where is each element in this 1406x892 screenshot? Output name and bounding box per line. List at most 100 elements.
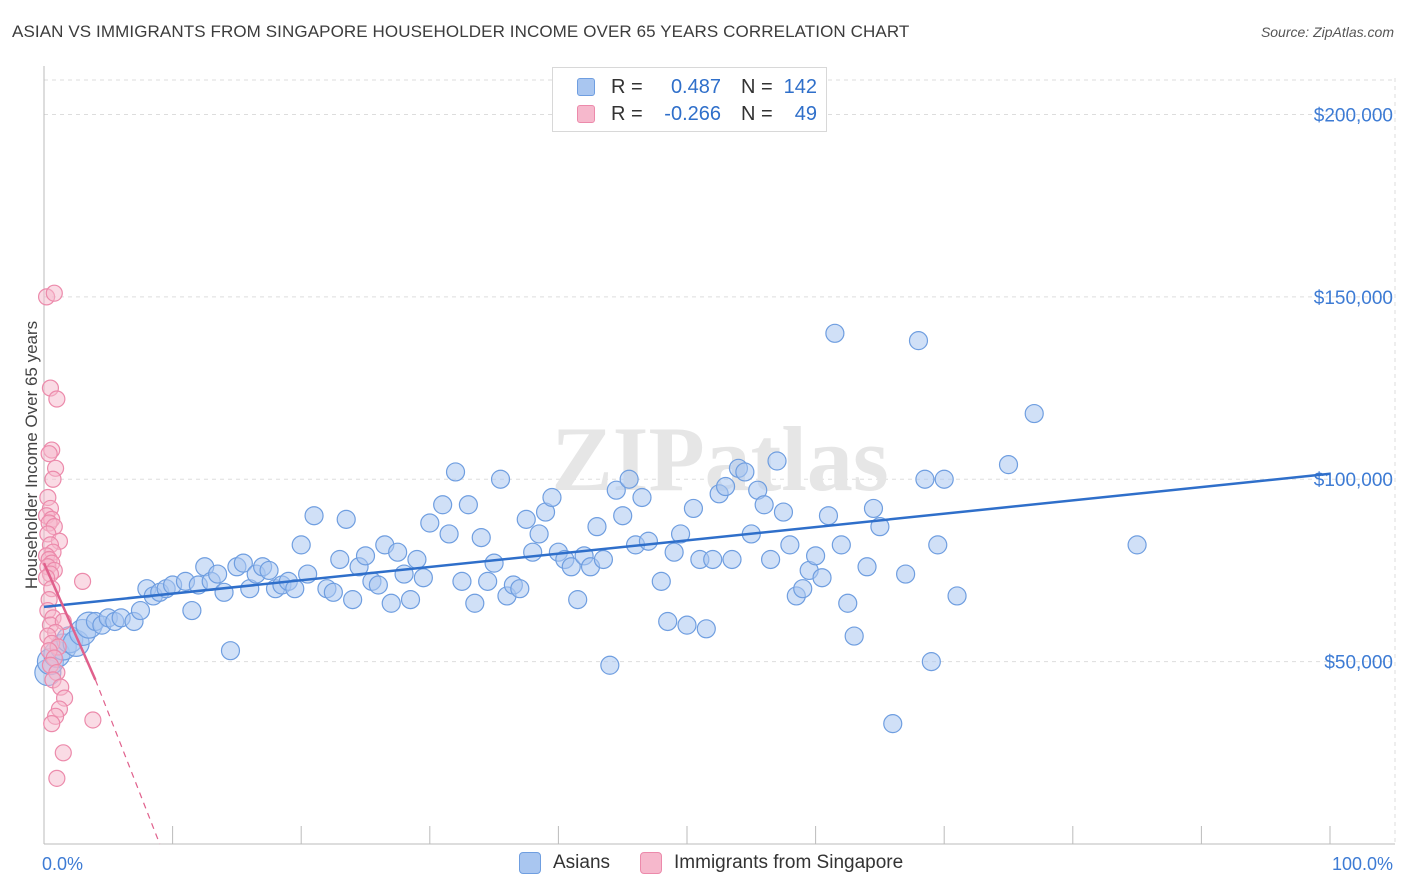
data-point-asians [664, 542, 684, 562]
data-point-asians [754, 495, 774, 515]
data-point-asians [259, 560, 279, 581]
data-point-asians [220, 641, 241, 661]
data-point-asians [825, 323, 845, 343]
data-point-asians [934, 469, 954, 489]
legend-n-label: N = [741, 75, 773, 98]
data-point-asians [407, 549, 427, 570]
data-point-singapore [40, 445, 58, 463]
legend-n-value: 49 [794, 102, 817, 125]
trend-line-asians [43, 472, 1331, 609]
data-point-asians [208, 564, 228, 584]
data-point-asians [490, 469, 511, 489]
chart-title: ASIAN VS IMMIGRANTS FROM SINGAPORE HOUSE… [12, 22, 910, 41]
data-point-asians [812, 568, 832, 588]
legend-item-singapore[interactable]: Immigrants from Singapore [640, 852, 903, 874]
data-point-asians [452, 571, 472, 591]
data-point-asians [1024, 403, 1044, 424]
data-point-asians [921, 652, 941, 672]
data-point-asians [400, 590, 421, 610]
data-point-asians [683, 498, 704, 519]
legend-row-asians: R = 0.487 N = 142 [577, 74, 817, 100]
data-point-asians [458, 495, 478, 515]
data-point-asians [516, 509, 536, 529]
x-tick-label: 100.0% [1332, 854, 1393, 874]
legend-r-label: R = [611, 75, 643, 98]
data-point-asians [343, 590, 363, 610]
data-point-asians [368, 575, 388, 595]
legend-swatch-pink [640, 852, 663, 874]
data-point-asians [870, 517, 890, 537]
data-point-asians [863, 498, 884, 519]
y-tick-label: $150,000 [1314, 288, 1393, 309]
data-point-asians [465, 593, 485, 613]
correlation-legend: R = 0.487 N = 142 R = -0.266 N = 49 [552, 67, 827, 132]
data-point-asians [715, 476, 736, 497]
data-point-asians [818, 506, 839, 526]
y-tick-label: $50,000 [1324, 653, 1393, 674]
legend-item-asians[interactable]: Asians [519, 852, 610, 874]
data-point-asians [542, 487, 562, 508]
data-point-asians [285, 579, 305, 599]
data-point-asians [1127, 535, 1147, 555]
data-point-asians [593, 549, 614, 570]
data-point-asians [857, 557, 877, 577]
data-point-singapore [45, 284, 63, 302]
y-axis-label: Householder Income Over 65 years [22, 320, 41, 590]
data-point-asians [130, 600, 151, 621]
legend-r-label: R = [611, 102, 643, 125]
data-point-asians [908, 331, 929, 351]
legend-label-singapore: Immigrants from Singapore [674, 852, 904, 873]
data-point-asians [413, 568, 433, 588]
data-point-asians [780, 535, 800, 555]
data-point-asians [330, 549, 350, 570]
data-point-asians [838, 593, 858, 613]
data-point-asians [291, 535, 311, 555]
data-point-asians [323, 582, 343, 602]
data-point-asians [915, 469, 935, 489]
data-point-asians [355, 546, 376, 566]
data-point-asians [433, 495, 453, 515]
data-point-asians [439, 524, 459, 544]
data-point-singapore [48, 390, 66, 408]
data-point-asians [670, 524, 691, 544]
data-point-asians [773, 502, 794, 522]
data-point-asians [677, 615, 697, 635]
data-point-singapore [54, 744, 72, 762]
data-point-asians [947, 586, 967, 606]
legend-swatch-blue [519, 852, 541, 874]
data-point-singapore [43, 715, 61, 733]
data-point-asians [529, 524, 549, 544]
data-point-asians [844, 626, 864, 646]
y-tick-labels: $50,000 $100,000 $150,000 $200,000 [1314, 105, 1393, 673]
data-point-asians [696, 619, 716, 639]
series-asians [34, 323, 1147, 734]
data-point-asians [471, 527, 491, 548]
legend-swatch-blue [577, 78, 595, 96]
data-point-asians [304, 506, 324, 526]
data-point-asians [568, 590, 588, 610]
data-point-asians [703, 549, 723, 570]
data-point-asians [638, 531, 659, 551]
data-point-asians [587, 517, 607, 537]
source-label: Source: ZipAtlas.com [1260, 24, 1394, 40]
data-point-singapore [84, 711, 102, 729]
data-point-asians [381, 593, 401, 613]
data-point-asians [606, 480, 626, 500]
data-point-asians [767, 451, 787, 471]
data-point-singapore [44, 470, 62, 488]
data-point-asians [600, 655, 620, 675]
data-point-asians [613, 506, 633, 526]
legend-n-label: N = [741, 102, 773, 125]
data-point-asians [561, 557, 581, 577]
data-point-asians [793, 579, 813, 599]
series-singapore [37, 284, 102, 787]
legend-r-value: 0.487 [670, 75, 721, 98]
data-point-singapore [48, 769, 66, 787]
data-point-asians [998, 455, 1019, 475]
data-point-asians [182, 600, 202, 621]
legend-r-value: -0.266 [664, 102, 721, 125]
x-tick-label: 0.0% [42, 854, 83, 874]
trend-lines [42, 472, 1331, 845]
legend-swatch-pink [577, 105, 595, 123]
